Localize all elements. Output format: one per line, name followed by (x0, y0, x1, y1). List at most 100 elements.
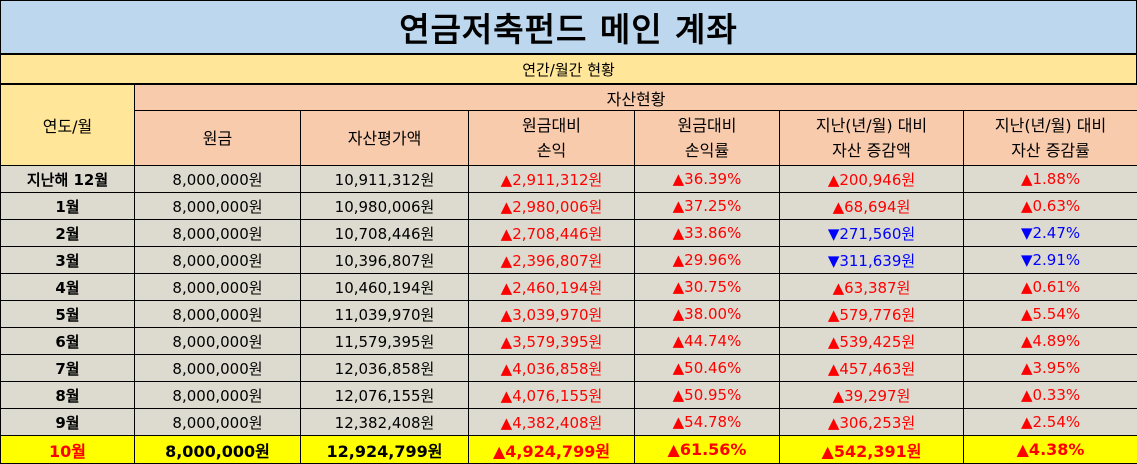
profit-loss-cell[interactable]: ▲2,911,312원 (469, 166, 635, 193)
year-month-cell[interactable]: 9월 (1, 409, 135, 436)
asset-value-cell[interactable]: 10,708,446원 (301, 220, 469, 247)
year-month-cell[interactable]: 8월 (1, 382, 135, 409)
asset-value-cell[interactable]: 12,076,155원 (301, 382, 469, 409)
profit-loss-cell[interactable]: ▲3,579,395원 (469, 328, 635, 355)
change-amount-cell[interactable]: ▼271,560원 (780, 220, 964, 247)
year-month-cell[interactable]: 6월 (1, 328, 135, 355)
profit-loss-cell[interactable]: ▲3,039,970원 (469, 301, 635, 328)
principal-cell[interactable]: 8,000,000원 (135, 301, 301, 328)
year-month-cell[interactable]: 7월 (1, 355, 135, 382)
profit-rate-cell[interactable]: ▲61.56% (635, 436, 780, 464)
change-amount-cell[interactable]: ▲579,776원 (780, 301, 964, 328)
profit-rate-cell[interactable]: ▲54.78% (635, 409, 780, 436)
profit-loss-cell[interactable]: ▲2,980,006원 (469, 193, 635, 220)
change-amount-cell[interactable]: ▲200,946원 (780, 166, 964, 193)
change-amount-cell[interactable]: ▲306,253원 (780, 409, 964, 436)
principal-cell[interactable]: 8,000,000원 (135, 220, 301, 247)
change-rate-cell[interactable]: ▼2.47% (964, 220, 1137, 247)
profit-loss-cell[interactable]: ▲4,036,858원 (469, 355, 635, 382)
change-rate-cell[interactable]: ▲4.89% (964, 328, 1137, 355)
principal-cell[interactable]: 8,000,000원 (135, 409, 301, 436)
profit-loss-cell[interactable]: ▲4,382,408원 (469, 409, 635, 436)
profit-loss-cell[interactable]: ▲2,460,194원 (469, 274, 635, 301)
change-rate-cell[interactable]: ▲2.54% (964, 409, 1137, 436)
principal-cell[interactable]: 8,000,000원 (135, 247, 301, 274)
profit-rate-cell[interactable]: ▲50.46% (635, 355, 780, 382)
year-month-cell[interactable]: 지난해 12월 (1, 166, 135, 193)
principal-cell[interactable]: 8,000,000원 (135, 328, 301, 355)
header-label: 지난(년/월) 대비 (780, 113, 963, 138)
profit-rate-cell[interactable]: ▲30.75% (635, 274, 780, 301)
header-principal[interactable]: 원금 (135, 111, 301, 166)
asset-value-cell[interactable]: 10,980,006원 (301, 193, 469, 220)
header-year-month[interactable]: 연도/월 (1, 85, 135, 166)
year-month-cell[interactable]: 4월 (1, 274, 135, 301)
profit-rate-cell[interactable]: ▲36.39% (635, 166, 780, 193)
profit-rate-cell[interactable]: ▲38.00% (635, 301, 780, 328)
year-month-cell[interactable]: 1월 (1, 193, 135, 220)
principal-cell[interactable]: 8,000,000원 (135, 355, 301, 382)
change-rate-cell[interactable]: ▲0.63% (964, 193, 1137, 220)
profit-rate-cell[interactable]: ▲37.25% (635, 193, 780, 220)
principal-cell[interactable]: 8,000,000원 (135, 382, 301, 409)
header-asset-status[interactable]: 자산현황 (135, 85, 1137, 111)
year-month-cell[interactable]: 10월 (1, 436, 135, 464)
profit-loss-cell[interactable]: ▲2,396,807원 (469, 247, 635, 274)
asset-value-cell[interactable]: 10,460,194원 (301, 274, 469, 301)
profit-rate-cell[interactable]: ▲50.95% (635, 382, 780, 409)
header-label-2: 손익률 (635, 138, 779, 163)
year-month-cell[interactable]: 5월 (1, 301, 135, 328)
principal-cell[interactable]: 8,000,000원 (135, 274, 301, 301)
change-rate-cell[interactable]: ▼2.91% (964, 247, 1137, 274)
change-amount-cell[interactable]: ▲68,694원 (780, 193, 964, 220)
change-amount-cell[interactable]: ▲539,425원 (780, 328, 964, 355)
change-rate-cell[interactable]: ▲4.38% (964, 436, 1137, 464)
asset-value-cell[interactable]: 12,924,799원 (301, 436, 469, 464)
profit-loss-cell[interactable]: ▲4,076,155원 (469, 382, 635, 409)
profit-rate-cell[interactable]: ▲33.86% (635, 220, 780, 247)
profit-loss-cell[interactable]: ▲4,924,799원 (469, 436, 635, 464)
section-subtitle[interactable]: 연간/월간 현황 (0, 54, 1137, 84)
change-amount-cell[interactable]: ▲542,391원 (780, 436, 964, 464)
header-label: 원금 (135, 126, 300, 151)
change-rate-cell[interactable]: ▲3.95% (964, 355, 1137, 382)
asset-value-cell[interactable]: 10,911,312원 (301, 166, 469, 193)
principal-cell[interactable]: 8,000,000원 (135, 436, 301, 464)
asset-value-cell[interactable]: 10,396,807원 (301, 247, 469, 274)
header-label-2: 자산 증감률 (964, 138, 1137, 163)
header-label: 자산평가액 (301, 126, 468, 151)
change-rate-cell[interactable]: ▲0.33% (964, 382, 1137, 409)
change-amount-cell[interactable]: ▲39,297원 (780, 382, 964, 409)
profit-rate-cell[interactable]: ▲29.96% (635, 247, 780, 274)
principal-cell[interactable]: 8,000,000원 (135, 193, 301, 220)
page-title[interactable]: 연금저축펀드 메인 계좌 (0, 0, 1137, 54)
asset-value-cell[interactable]: 12,036,858원 (301, 355, 469, 382)
profit-rate-cell[interactable]: ▲44.74% (635, 328, 780, 355)
principal-cell[interactable]: 8,000,000원 (135, 166, 301, 193)
change-amount-cell[interactable]: ▲63,387원 (780, 274, 964, 301)
header-asset-value[interactable]: 자산평가액 (301, 111, 469, 166)
change-rate-cell[interactable]: ▲5.54% (964, 301, 1137, 328)
asset-value-cell[interactable]: 11,039,970원 (301, 301, 469, 328)
change-amount-cell[interactable]: ▲457,463원 (780, 355, 964, 382)
header-label-2: 자산 증감액 (780, 138, 963, 163)
header-label: 원금대비 (635, 113, 779, 138)
change-amount-cell[interactable]: ▼311,639원 (780, 247, 964, 274)
change-rate-cell[interactable]: ▲0.61% (964, 274, 1137, 301)
asset-value-cell[interactable]: 11,579,395원 (301, 328, 469, 355)
profit-loss-cell[interactable]: ▲2,708,446원 (469, 220, 635, 247)
year-month-cell[interactable]: 2월 (1, 220, 135, 247)
asset-value-cell[interactable]: 12,382,408원 (301, 409, 469, 436)
change-rate-cell[interactable]: ▲1.88% (964, 166, 1137, 193)
year-month-cell[interactable]: 3월 (1, 247, 135, 274)
